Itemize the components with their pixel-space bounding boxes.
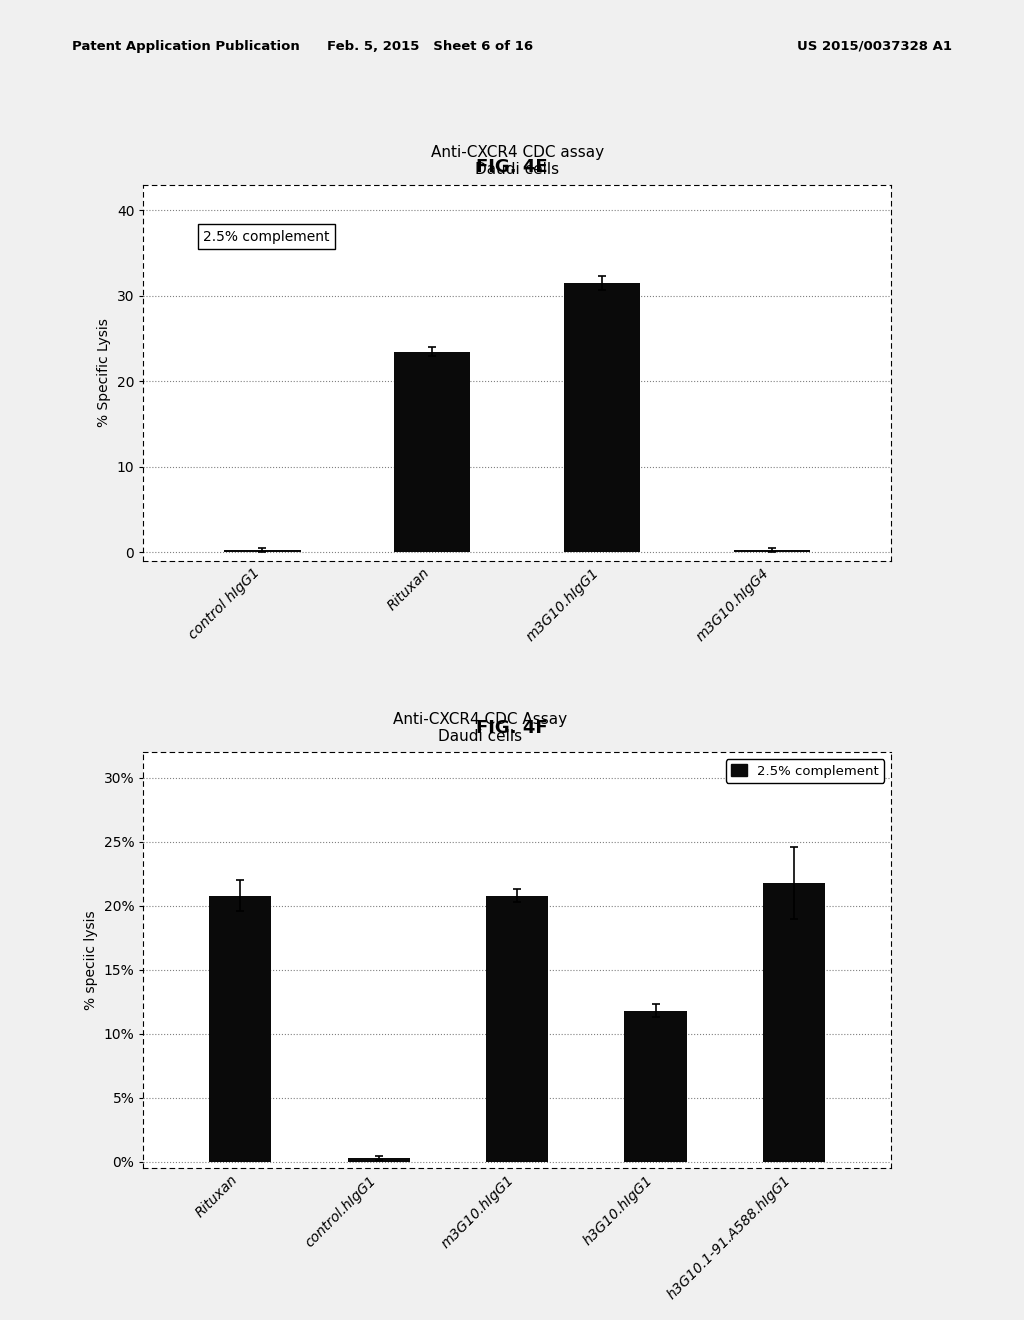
Text: FIG. 4F: FIG. 4F xyxy=(476,719,548,738)
Bar xyxy=(224,550,300,553)
Bar xyxy=(763,883,825,1162)
Bar xyxy=(734,550,810,553)
Bar xyxy=(625,1011,687,1162)
Text: Anti-CXCR4 CDC Assay
Daudi cells: Anti-CXCR4 CDC Assay Daudi cells xyxy=(392,711,567,744)
Text: Patent Application Publication: Patent Application Publication xyxy=(72,40,299,53)
Bar xyxy=(564,282,640,553)
Text: 2.5% complement: 2.5% complement xyxy=(203,230,330,244)
Text: US 2015/0037328 A1: US 2015/0037328 A1 xyxy=(798,40,952,53)
Bar xyxy=(209,896,271,1162)
Text: Anti-CXCR4 CDC assay
Daudi cells: Anti-CXCR4 CDC assay Daudi cells xyxy=(430,145,604,177)
Legend: 2.5% complement: 2.5% complement xyxy=(726,759,885,783)
Bar xyxy=(347,1158,410,1162)
Text: Feb. 5, 2015   Sheet 6 of 16: Feb. 5, 2015 Sheet 6 of 16 xyxy=(327,40,534,53)
Bar xyxy=(394,351,470,553)
Bar xyxy=(486,896,548,1162)
Y-axis label: % speciic lysis: % speciic lysis xyxy=(84,911,98,1010)
Y-axis label: % Specific Lysis: % Specific Lysis xyxy=(97,318,112,428)
Text: FIG. 4E: FIG. 4E xyxy=(476,158,548,177)
